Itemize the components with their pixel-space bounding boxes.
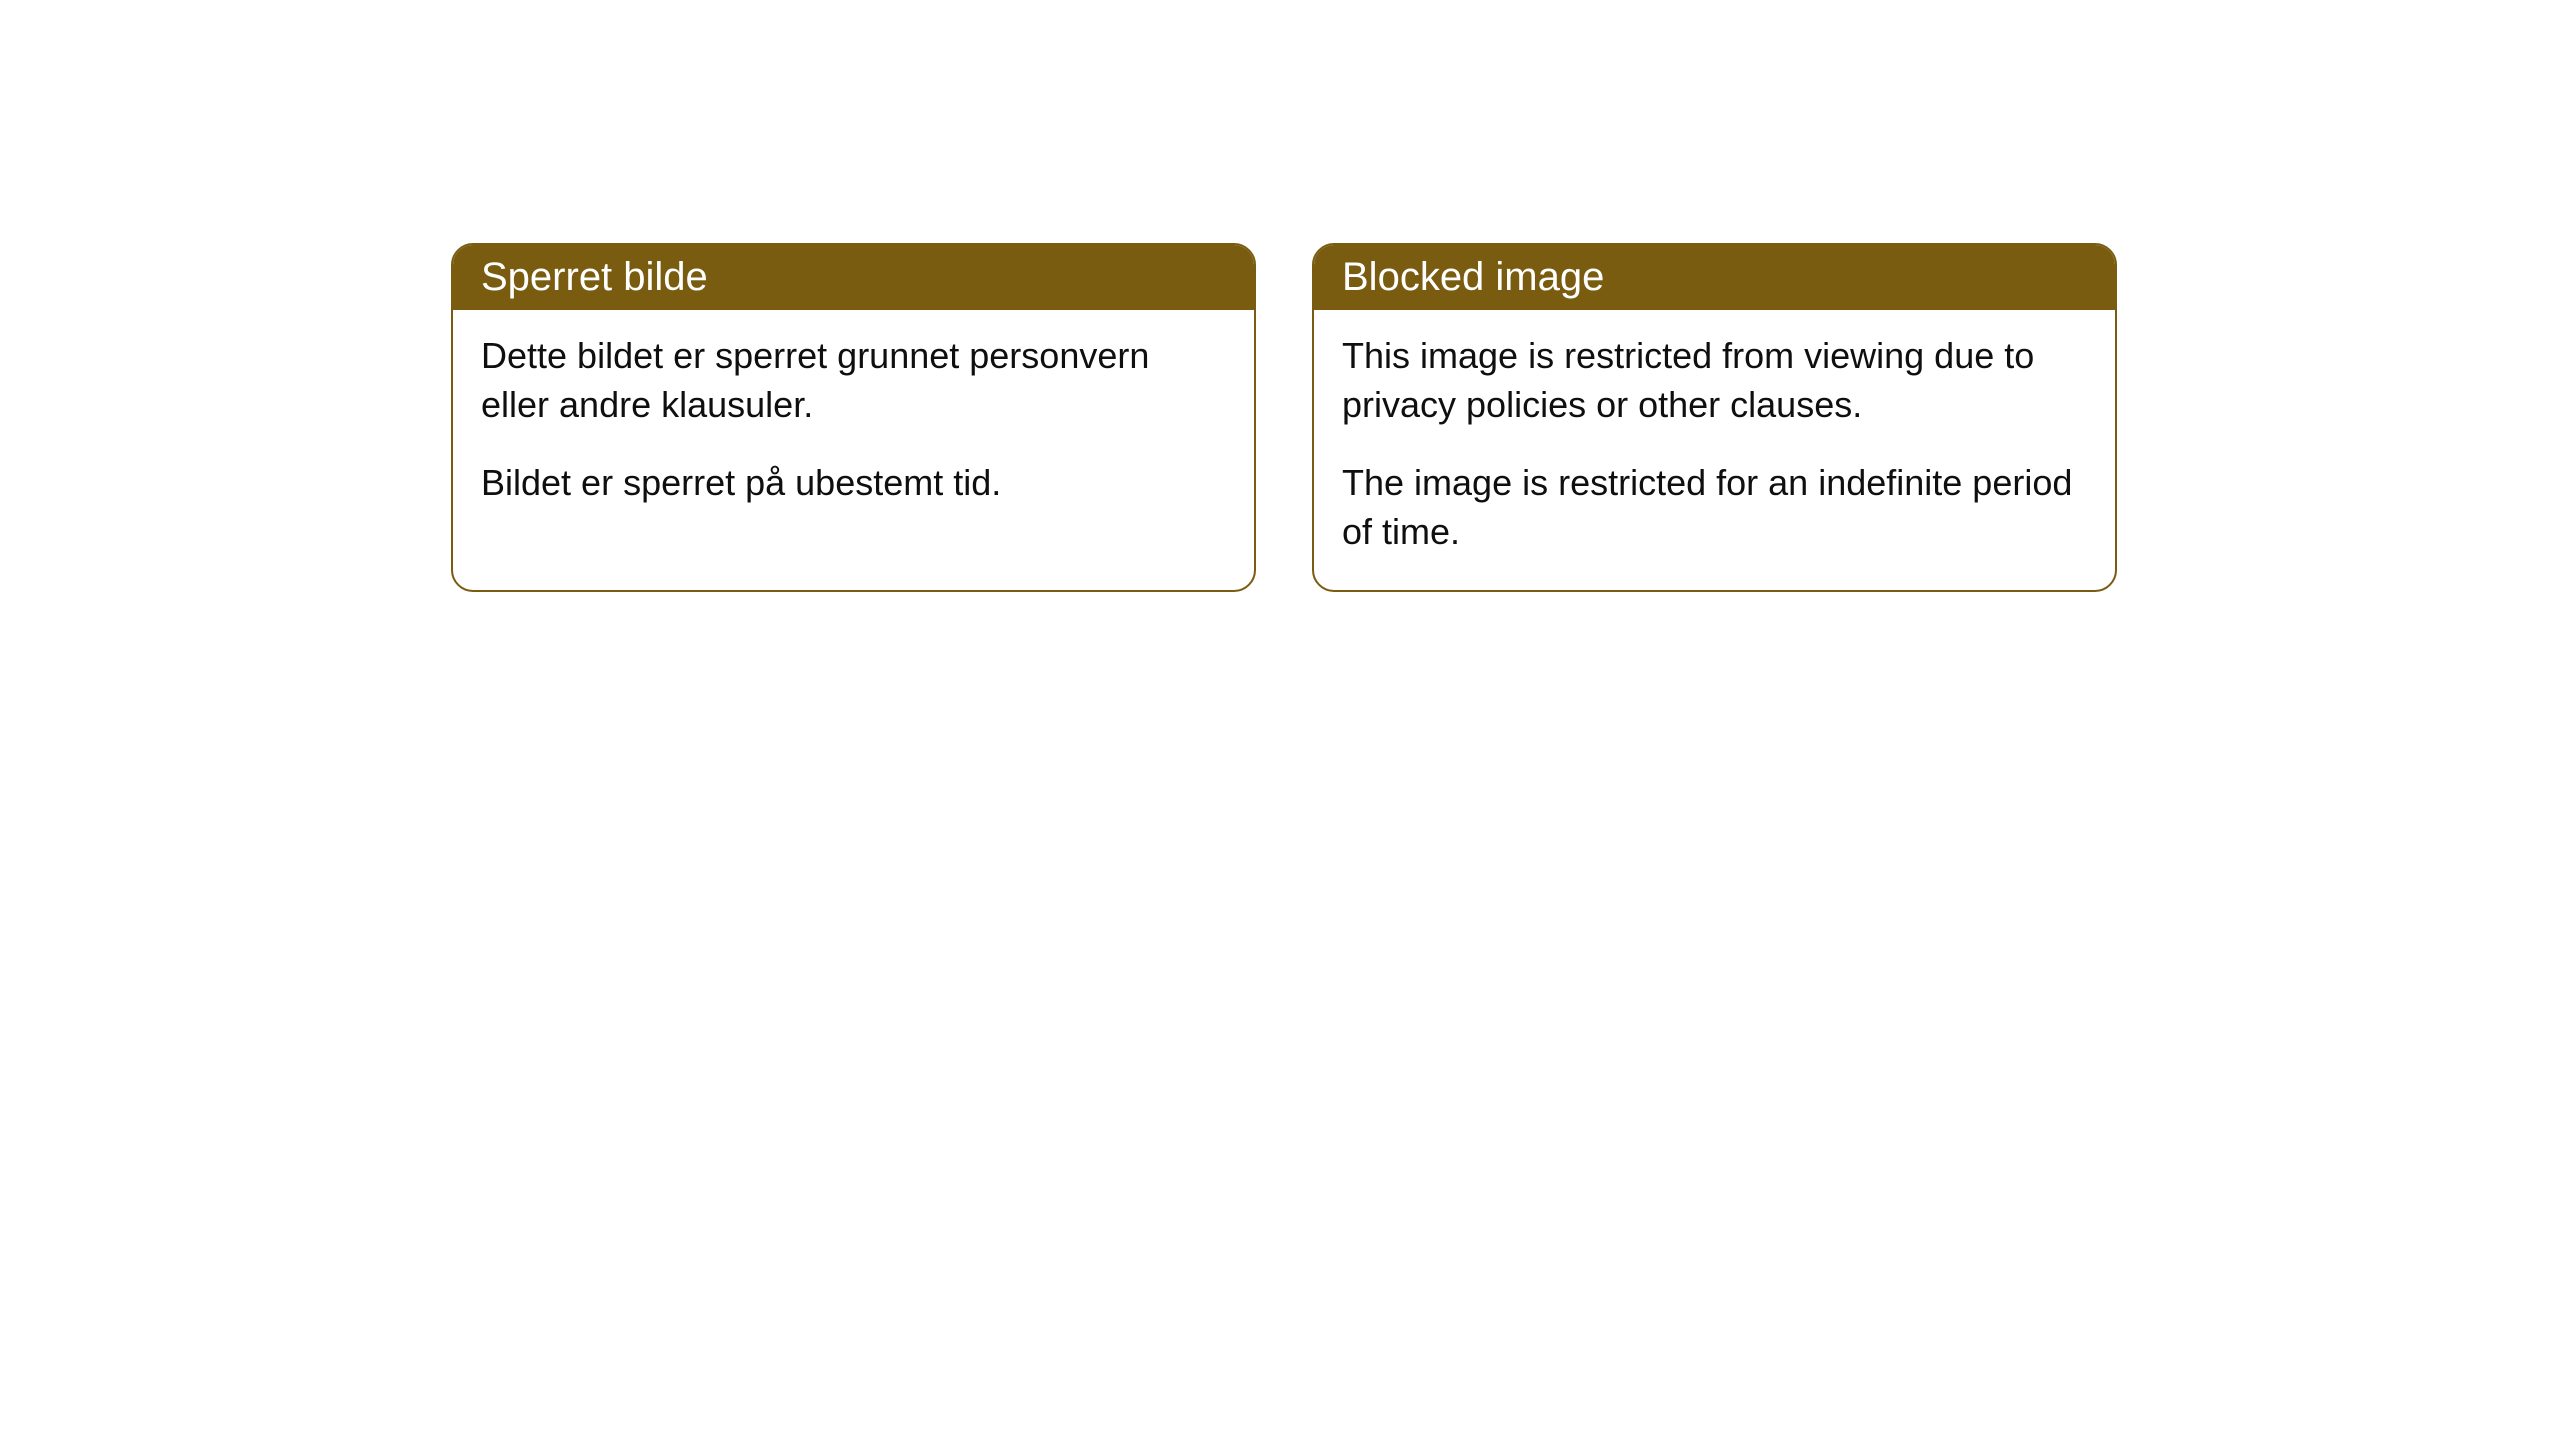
blocked-image-card-no: Sperret bilde Dette bildet er sperret gr… bbox=[451, 243, 1256, 592]
card-paragraph: This image is restricted from viewing du… bbox=[1342, 332, 2087, 429]
blocked-image-card-en: Blocked image This image is restricted f… bbox=[1312, 243, 2117, 592]
notice-cards-container: Sperret bilde Dette bildet er sperret gr… bbox=[451, 243, 2117, 592]
card-title: Sperret bilde bbox=[453, 245, 1254, 310]
card-body: Dette bildet er sperret grunnet personve… bbox=[453, 310, 1254, 542]
card-paragraph: Bildet er sperret på ubestemt tid. bbox=[481, 459, 1226, 508]
card-paragraph: Dette bildet er sperret grunnet personve… bbox=[481, 332, 1226, 429]
card-title: Blocked image bbox=[1314, 245, 2115, 310]
card-paragraph: The image is restricted for an indefinit… bbox=[1342, 459, 2087, 556]
card-body: This image is restricted from viewing du… bbox=[1314, 310, 2115, 590]
